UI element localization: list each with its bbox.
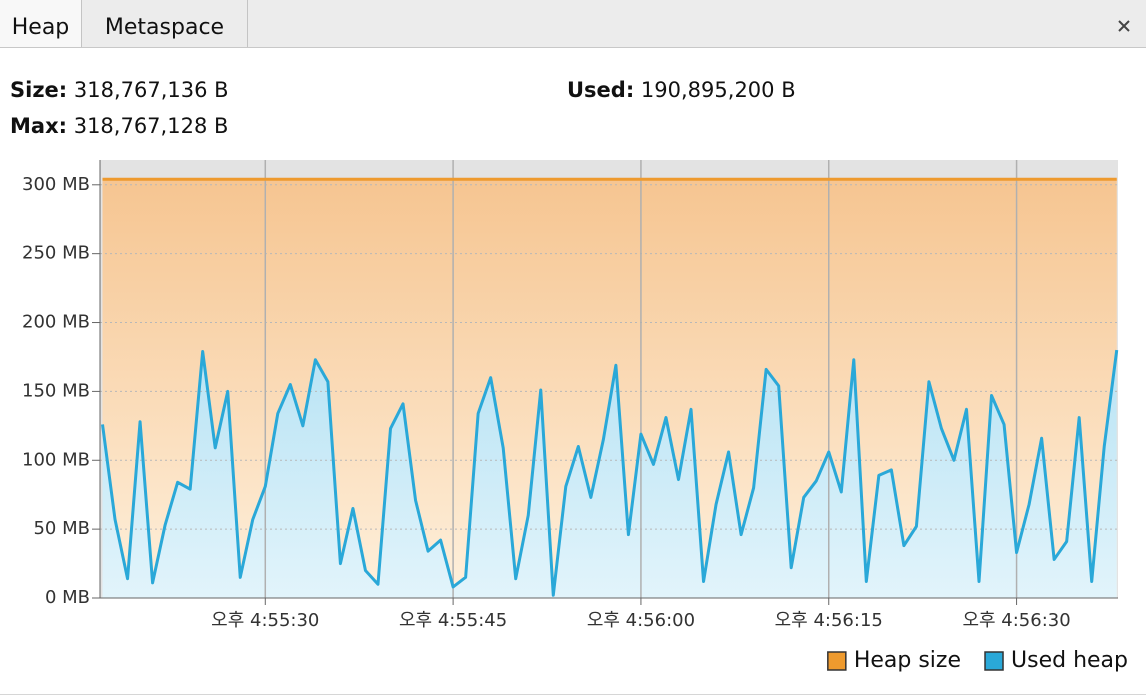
y-tick-label: 0 MB (45, 587, 90, 608)
stat-value: 190,895,200 B (640, 78, 796, 102)
legend-swatch (984, 651, 1004, 671)
stat-value: 318,767,128 B (73, 114, 229, 138)
x-tick-label: 오후 4:55:45 (399, 610, 507, 631)
legend-label: Heap size (854, 648, 961, 673)
y-tick-label: 200 MB (22, 312, 90, 333)
tab[interactable]: Metaspace (82, 0, 248, 47)
y-tick-label: 100 MB (22, 449, 90, 470)
tab[interactable]: Heap (0, 0, 82, 47)
stat-label: Size: (10, 78, 68, 102)
legend-label: Used heap (1011, 648, 1128, 673)
close-button[interactable] (1116, 18, 1132, 34)
x-tick-label: 오후 4:56:15 (775, 610, 883, 631)
legend-swatch (827, 651, 847, 671)
x-tick-label: 오후 4:56:00 (587, 610, 695, 631)
area (102, 179, 1117, 598)
y-tick-label: 150 MB (22, 380, 90, 401)
y-tick-label: 250 MB (22, 243, 90, 264)
x-tick-label: 오후 4:56:30 (962, 610, 1070, 631)
line (101, 349, 1119, 597)
x-tick-label: 오후 4:55:30 (211, 610, 319, 631)
stat: Used: 190,895,200 B (567, 78, 796, 102)
stat-value: 318,767,136 B (73, 78, 229, 102)
stat-label: Max: (10, 114, 68, 138)
stat: Size: 318,767,136 B (10, 78, 229, 102)
y-tick-label: 300 MB (22, 174, 90, 195)
y-tick-label: 50 MB (33, 518, 90, 539)
stat: Max: 318,767,128 B (10, 114, 228, 138)
divider (0, 694, 1146, 695)
tab-bar: Heap Metaspace (0, 0, 1146, 48)
stat-label: Used: (567, 78, 635, 102)
